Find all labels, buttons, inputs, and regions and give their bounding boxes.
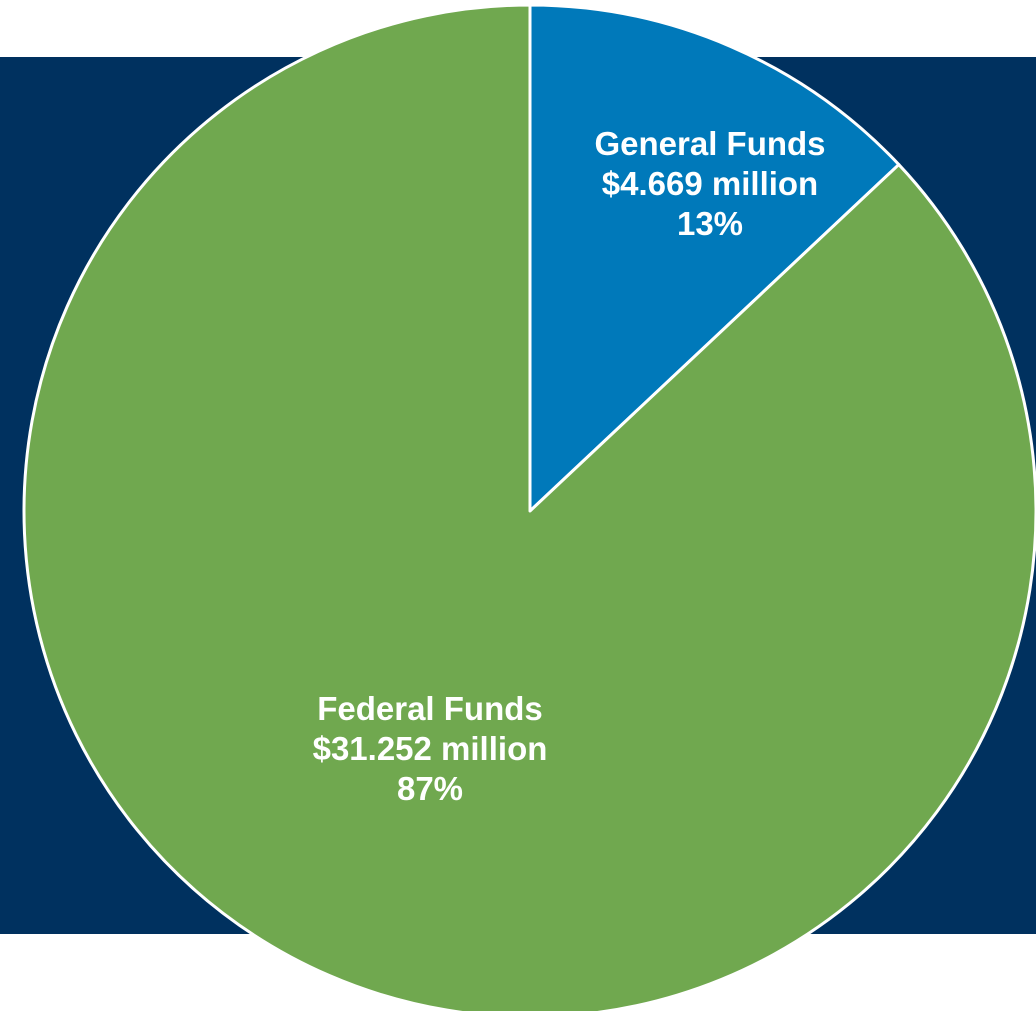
- slice-value-federal-funds: $31.252 million: [313, 730, 548, 767]
- slice-name-federal-funds: Federal Funds: [317, 690, 543, 727]
- slice-value-general-funds: $4.669 million: [602, 165, 818, 202]
- slice-percent-general-funds: 13%: [677, 205, 743, 242]
- slice-percent-federal-funds: 87%: [397, 770, 463, 807]
- pie-slice-federal-funds: [22, 3, 1036, 1011]
- slice-name-general-funds: General Funds: [594, 125, 825, 162]
- slice-label-federal-funds: Federal Funds $31.252 million 87%: [313, 690, 548, 807]
- slice-label-general-funds: General Funds $4.669 million 13%: [594, 125, 825, 242]
- pie-slice-general-funds: [528, 3, 901, 513]
